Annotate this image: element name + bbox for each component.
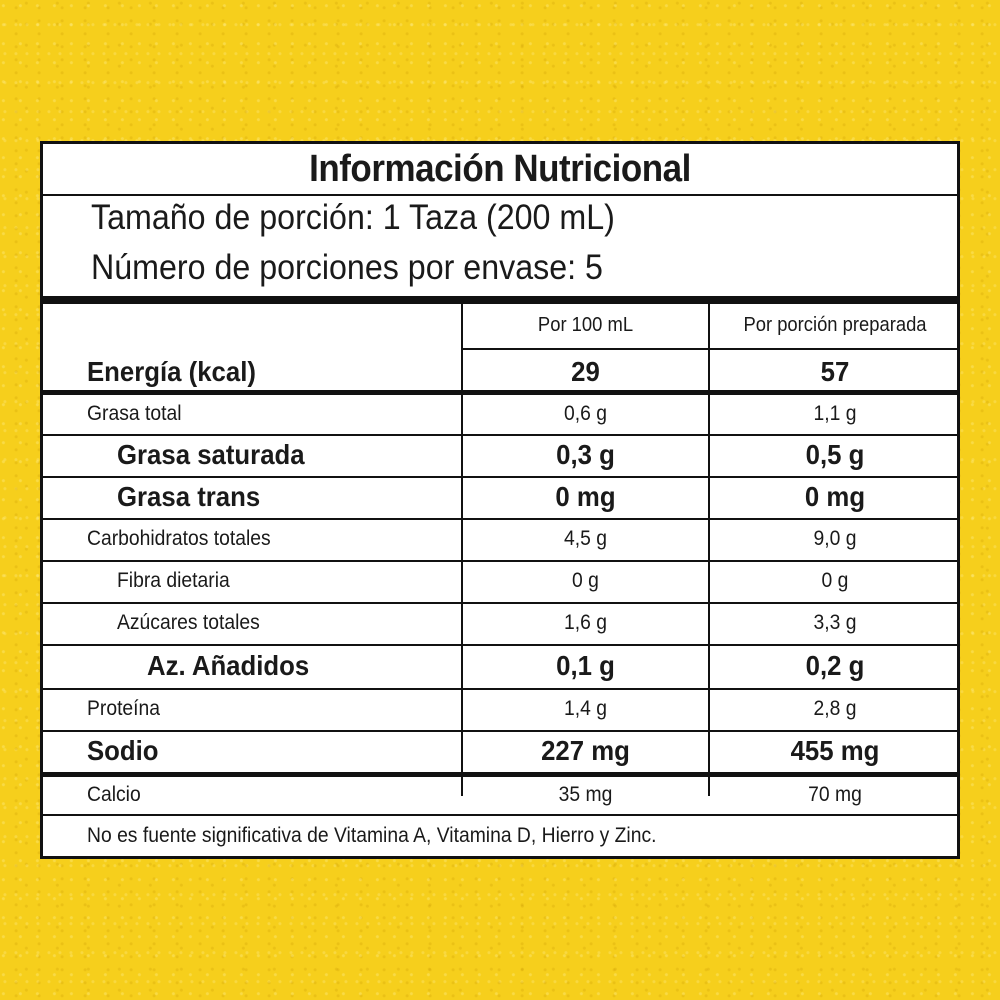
value-per-serving: 0 mg — [804, 481, 866, 512]
nutrient-name: Grasa trans — [117, 481, 261, 512]
row-divider — [43, 476, 957, 478]
value-per-100ml: 4,5 g — [564, 527, 607, 550]
row-divider — [43, 602, 957, 604]
thick-divider — [43, 296, 957, 304]
column-header-divider — [461, 348, 957, 350]
value-per-serving: 9,0 g — [813, 527, 857, 550]
row-divider — [43, 814, 957, 816]
footnote: No es fuente significativa de Vitamina A… — [87, 824, 657, 847]
serving-size: Tamaño de porción: 1 Taza (200 mL) — [91, 198, 615, 237]
value-per-100ml: 0,6 g — [564, 402, 607, 425]
nutrient-name: Energía (kcal) — [87, 356, 256, 387]
value-per-100ml: 0,1 g — [556, 650, 615, 681]
value-per-serving: 0,5 g — [805, 439, 865, 470]
nutrient-name: Sodio — [87, 735, 159, 766]
value-per-serving: 0,2 g — [805, 650, 865, 681]
row-divider — [43, 730, 957, 732]
row-divider — [43, 688, 957, 690]
value-per-100ml: 35 mg — [558, 783, 613, 806]
value-per-100ml: 227 mg — [541, 735, 630, 766]
nutrition-facts-label: Información Nutricional Tamaño de porció… — [40, 141, 960, 859]
nutrient-name: Azúcares totales — [117, 611, 260, 634]
column-header-per-100ml: Por 100 mL — [537, 314, 634, 336]
column-divider-1 — [461, 304, 463, 796]
value-per-100ml: 29 — [571, 356, 600, 387]
nutrient-name: Carbohidratos totales — [87, 527, 271, 550]
nutrient-name: Az. Añadidos — [147, 650, 310, 681]
nutrient-name: Calcio — [87, 783, 141, 806]
value-per-serving: 57 — [820, 356, 850, 387]
nutrient-name: Fibra dietaria — [117, 569, 230, 592]
title-divider — [43, 194, 957, 196]
nutrient-name: Grasa total — [87, 402, 182, 425]
value-per-serving: 3,3 g — [813, 611, 857, 634]
nutrient-name: Grasa saturada — [117, 439, 305, 470]
value-per-100ml: 0 mg — [555, 481, 616, 512]
sodium-divider — [43, 772, 957, 777]
value-per-serving: 0 g — [821, 569, 849, 592]
value-per-100ml: 1,6 g — [564, 611, 607, 634]
energy-divider — [43, 390, 957, 395]
value-per-serving: 70 mg — [808, 783, 862, 806]
value-per-serving: 455 mg — [790, 735, 880, 766]
row-divider — [43, 644, 957, 646]
value-per-serving: 1,1 g — [813, 402, 857, 425]
row-divider — [43, 518, 957, 520]
energy-row: Energía (kcal) 29 57 — [43, 356, 957, 396]
label-title: Información Nutricional — [309, 148, 691, 190]
row-divider — [43, 434, 957, 436]
row-divider — [43, 560, 957, 562]
column-header-per-serving: Por porción preparada — [743, 314, 927, 336]
column-divider-2 — [708, 304, 710, 796]
value-per-serving: 2,8 g — [813, 697, 857, 720]
value-per-100ml: 1,4 g — [564, 697, 607, 720]
nutrient-name: Proteína — [87, 697, 161, 720]
servings-per-container: Número de porciones por envase: 5 — [91, 248, 603, 287]
value-per-100ml: 0,3 g — [556, 439, 615, 470]
value-per-100ml: 0 g — [572, 569, 599, 592]
